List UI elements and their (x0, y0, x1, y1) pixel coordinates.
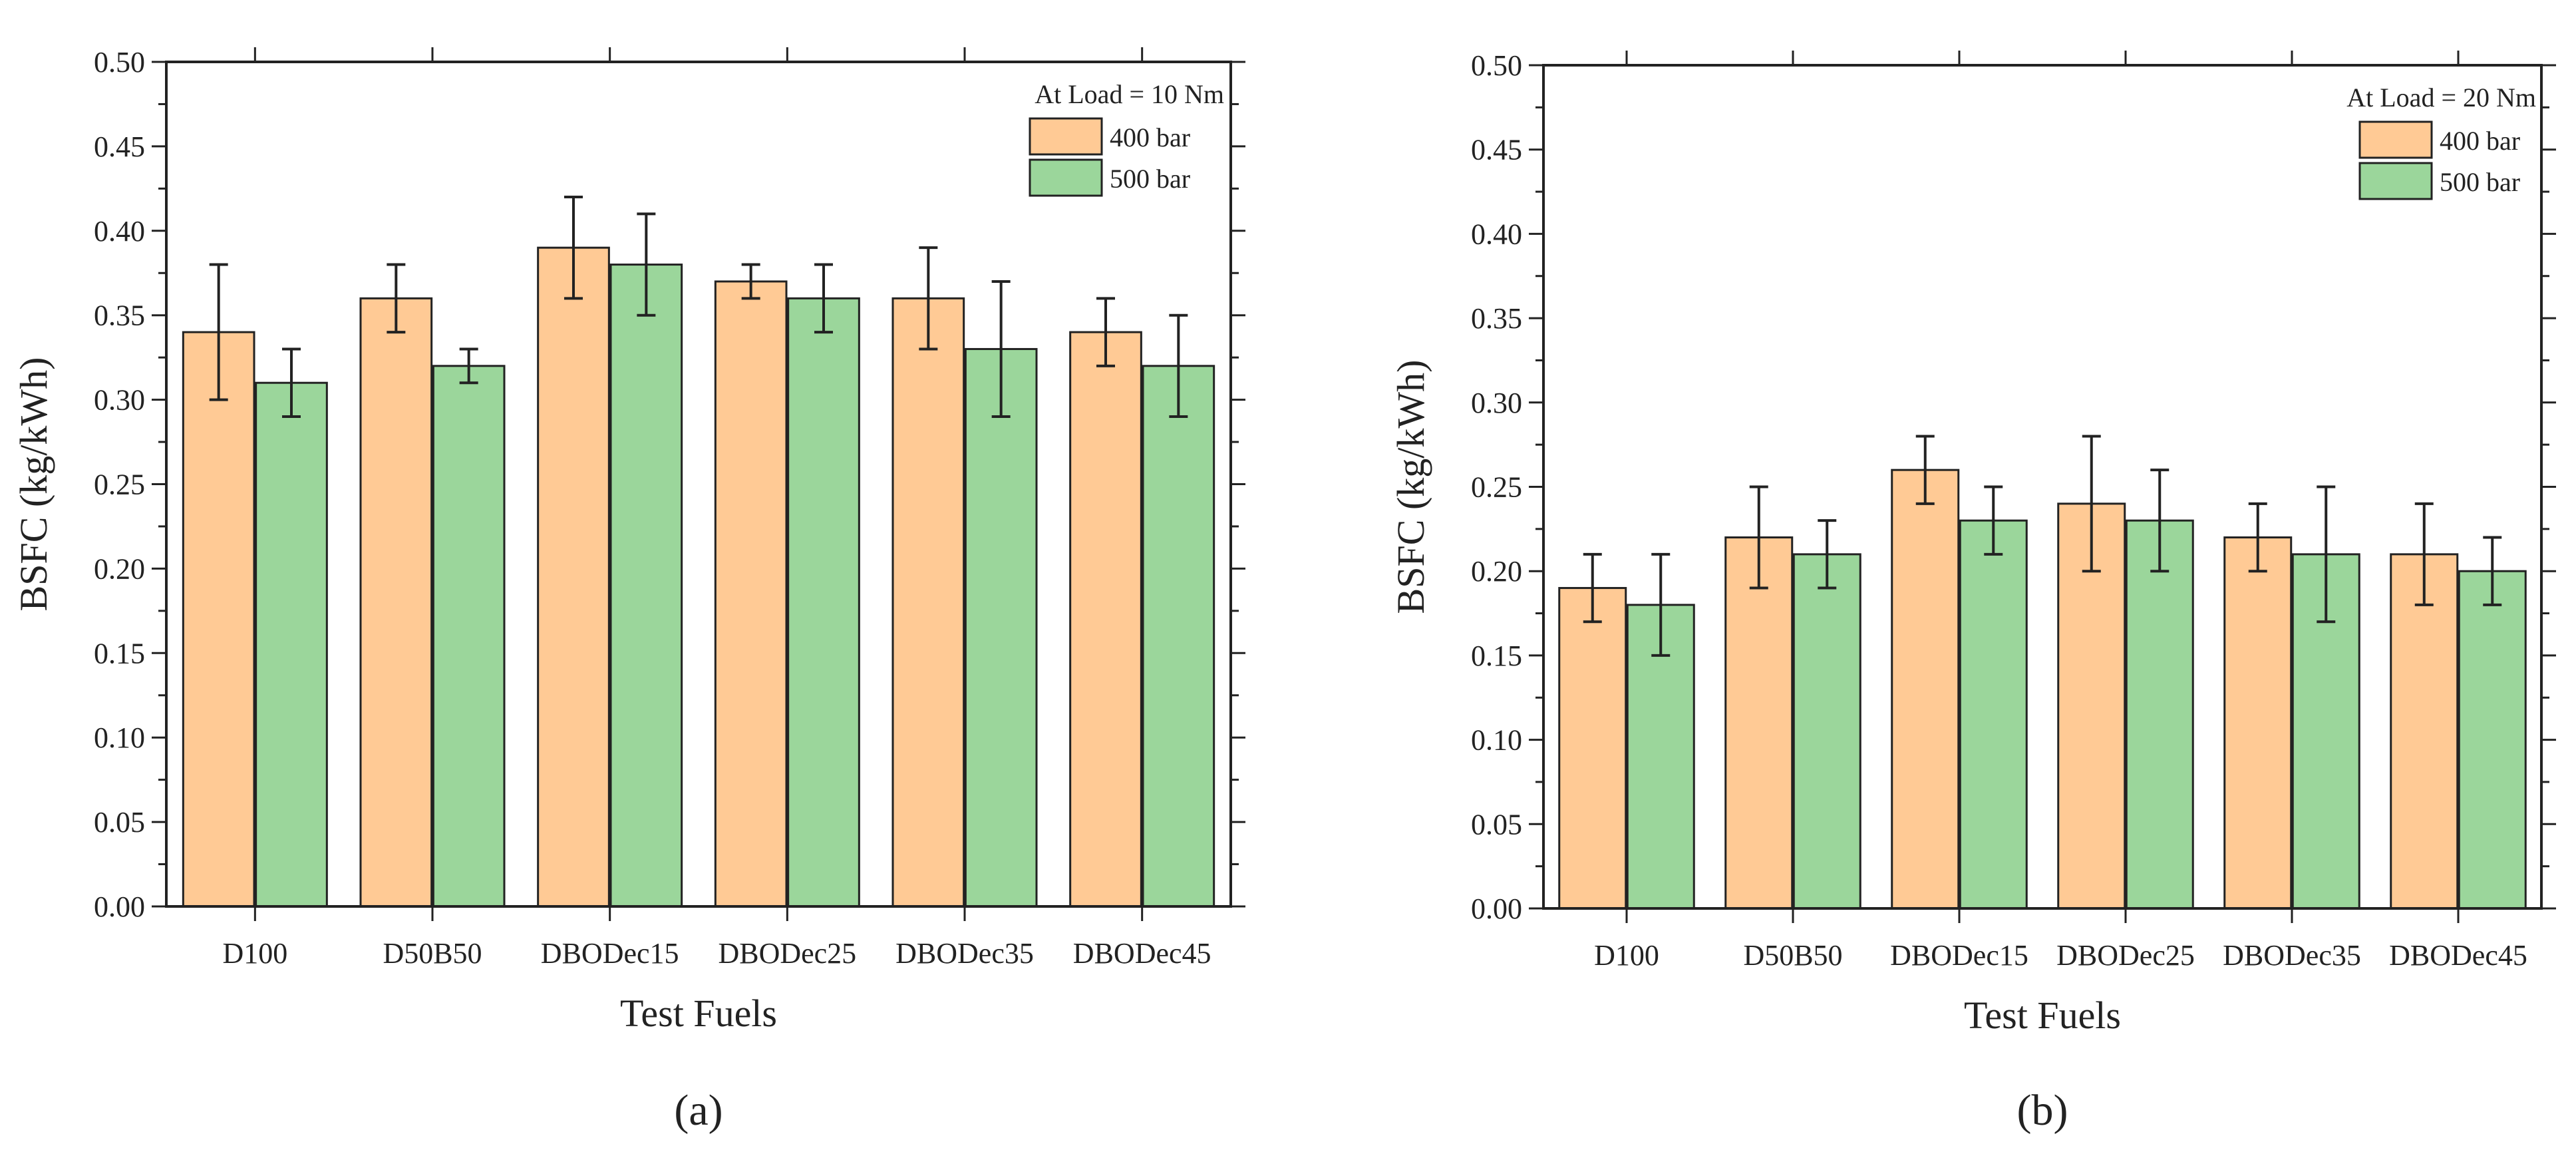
panel-label: (b) (2017, 1086, 2068, 1135)
x-tick-label: D100 (1594, 939, 1659, 972)
legend-swatch-400-bar (1029, 117, 1103, 156)
x-axis-label: Test Fuels (1964, 994, 2121, 1037)
bar-400-bar (2390, 553, 2459, 910)
y-tick-label: 0.05 (1471, 808, 1522, 841)
x-tick-label: DBODec25 (718, 937, 856, 970)
y-tick-label: 0.40 (1471, 218, 1522, 250)
legend-label-400-bar: 400 bar (2440, 126, 2520, 156)
panel-a: 0.00 0.05 0.10 0.15 0.20 0.25 0.30 0.35 0.40 0.45… (12, 46, 1245, 1135)
panel-label: (a) (674, 1086, 723, 1135)
bar-400-bar (714, 280, 788, 908)
load-annotation: At Load = 20 Nm (2346, 83, 2536, 112)
bar-500-bar (609, 264, 683, 908)
x-tick-label: DBODec35 (895, 937, 1034, 970)
legend-label-400-bar: 400 bar (1110, 122, 1190, 152)
bar-500-bar (787, 297, 860, 908)
bar-500-bar (2458, 570, 2527, 910)
legend-swatch-400-bar (2358, 120, 2433, 159)
plot-frame (1542, 64, 2543, 910)
bar-500-bar (964, 347, 1038, 908)
y-tick-label: 0.20 (94, 552, 145, 585)
bar-400-bar (1891, 469, 1960, 910)
bar-500-bar (432, 365, 506, 908)
y-tick-label: 0.50 (94, 46, 145, 79)
legend-swatch-500-bar (1029, 158, 1103, 197)
y-tick-label: 0.45 (94, 130, 145, 163)
legend-swatch-500-bar (2358, 162, 2433, 200)
bar-400-bar (1558, 587, 1627, 910)
bar-500-bar (2125, 519, 2194, 910)
x-tick-label: D50B50 (383, 937, 482, 970)
y-tick-label: 0.35 (1471, 302, 1522, 335)
y-tick-label: 0.30 (1471, 387, 1522, 419)
y-tick-label: 0.30 (94, 384, 145, 417)
y-tick-label: 0.35 (94, 299, 145, 332)
bar-400-bar (1069, 331, 1142, 908)
y-tick-label: 0.10 (1471, 724, 1522, 757)
x-axis-label: Test Fuels (620, 992, 777, 1035)
y-axis-label: BSFC (kg/kWh) (12, 357, 55, 612)
y-tick-label: 0.25 (94, 469, 145, 501)
y-tick-label: 0.00 (1471, 892, 1522, 925)
y-tick-label: 0.00 (94, 890, 145, 923)
y-tick-label: 0.15 (94, 637, 145, 670)
bar-500-bar (1959, 519, 2028, 910)
bar-400-bar (182, 331, 255, 908)
x-tick-label: D50B50 (1743, 939, 1842, 972)
panel-b: 0.00 0.05 0.10 0.15 0.20 0.25 0.30 0.35 0.40 0.45… (1389, 49, 2556, 1135)
bar-400-bar (1724, 536, 1794, 910)
y-tick-label: 0.40 (94, 215, 145, 248)
plot-frame (165, 61, 1232, 908)
y-tick-label: 0.10 (94, 721, 145, 754)
y-tick-label: 0.25 (1471, 471, 1522, 504)
legend-label-500-bar: 500 bar (2440, 167, 2520, 197)
bar-400-bar (537, 246, 610, 908)
x-tick-label: DBODec15 (1890, 939, 2028, 972)
bar-400-bar (891, 297, 965, 908)
x-tick-label: DBODec35 (2223, 939, 2361, 972)
y-tick-label: 0.20 (1471, 555, 1522, 588)
x-tick-label: DBODec45 (2389, 939, 2527, 972)
y-axis-label: BSFC (kg/kWh) (1389, 360, 1432, 614)
bar-500-bar (255, 381, 328, 908)
y-tick-label: 0.50 (1471, 49, 1522, 82)
y-tick-label: 0.05 (94, 806, 145, 839)
bar-500-bar (1142, 365, 1215, 908)
x-tick-label: D100 (222, 937, 287, 970)
y-tick-label: 0.15 (1471, 640, 1522, 672)
load-annotation: At Load = 10 Nm (1035, 79, 1224, 109)
x-tick-label: DBODec45 (1073, 937, 1211, 970)
bar-400-bar (2223, 536, 2293, 910)
x-tick-label: DBODec15 (541, 937, 679, 970)
x-tick-label: DBODec25 (2056, 939, 2195, 972)
bar-400-bar (359, 297, 433, 908)
legend-label-500-bar: 500 bar (1110, 164, 1190, 194)
bar-500-bar (1792, 553, 1861, 910)
y-tick-label: 0.45 (1471, 134, 1522, 166)
